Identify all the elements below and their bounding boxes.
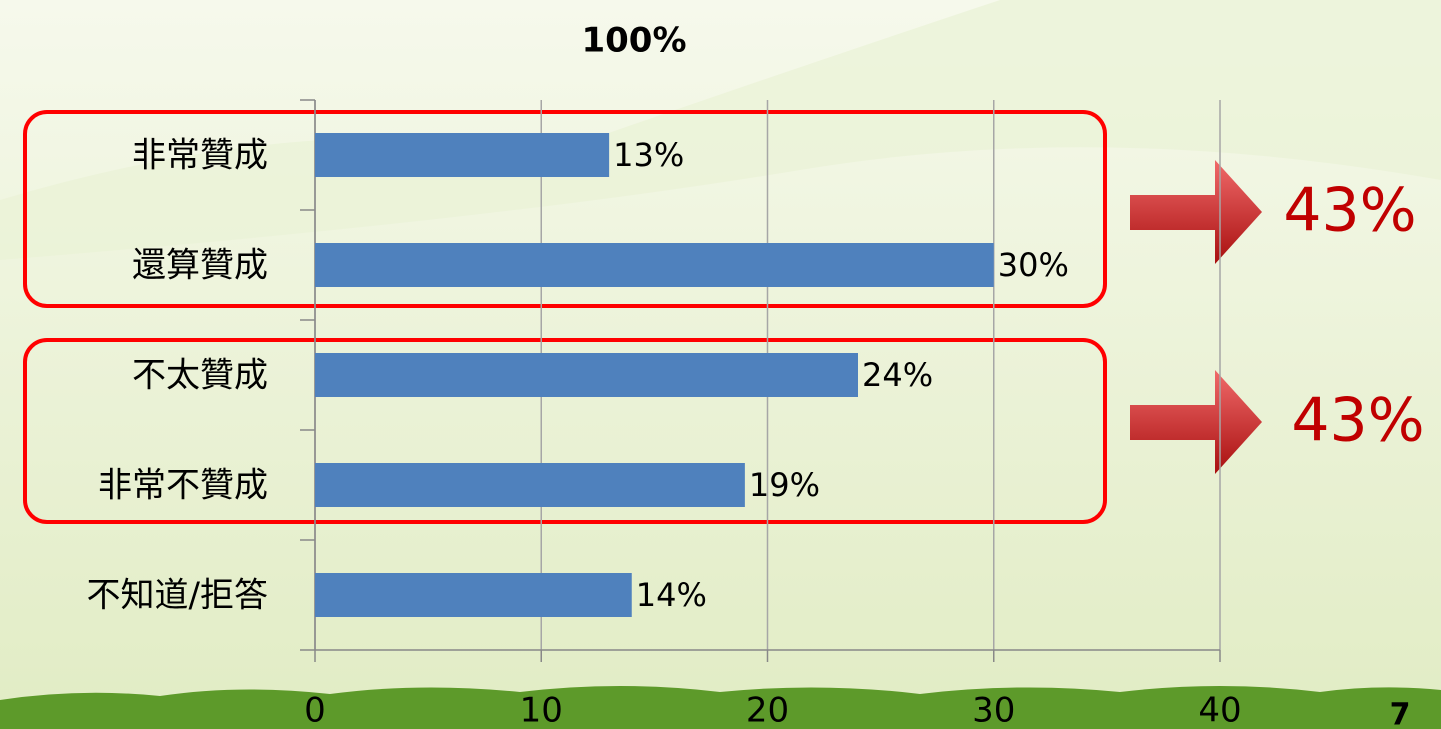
bar <box>315 353 858 397</box>
chart-title: 100% <box>581 21 686 61</box>
x-tick-label: 0 <box>304 691 326 729</box>
annotation: 43% <box>1283 176 1416 246</box>
bar <box>315 463 745 507</box>
value-label: 30% <box>998 246 1069 284</box>
x-tick-label: 20 <box>746 691 789 729</box>
group-box <box>23 110 1107 308</box>
bar <box>315 133 610 177</box>
value-label: 13% <box>613 136 684 174</box>
bar <box>315 573 632 617</box>
value-label: 14% <box>636 576 707 614</box>
value-label: 24% <box>862 356 933 394</box>
arrow <box>1130 370 1262 474</box>
group-box <box>23 338 1107 524</box>
x-tick-label: 10 <box>520 691 563 729</box>
page-number: 7 <box>1390 698 1411 729</box>
hill <box>0 0 1441 260</box>
y-tick-label: 非常不贊成 <box>98 466 268 506</box>
value-label: 19% <box>749 466 820 504</box>
y-tick-label: 還算贊成 <box>132 246 268 286</box>
y-tick-label: 非常贊成 <box>132 136 268 176</box>
bar <box>315 243 994 287</box>
annotation: 43% <box>1291 386 1424 456</box>
plot: 0 10 20 30 40 非常贊成 13% 還算贊成 30% 不太贊成 24% 非常不贊成 19% 不知… <box>87 99 1242 729</box>
grass <box>0 686 1441 729</box>
x-tick-label: 40 <box>1198 691 1241 729</box>
x-tick-label: 30 <box>972 691 1015 729</box>
arrow <box>1130 160 1262 264</box>
y-tick-label: 不太贊成 <box>132 356 268 396</box>
y-tick-label: 不知道/拒答 <box>87 576 268 616</box>
